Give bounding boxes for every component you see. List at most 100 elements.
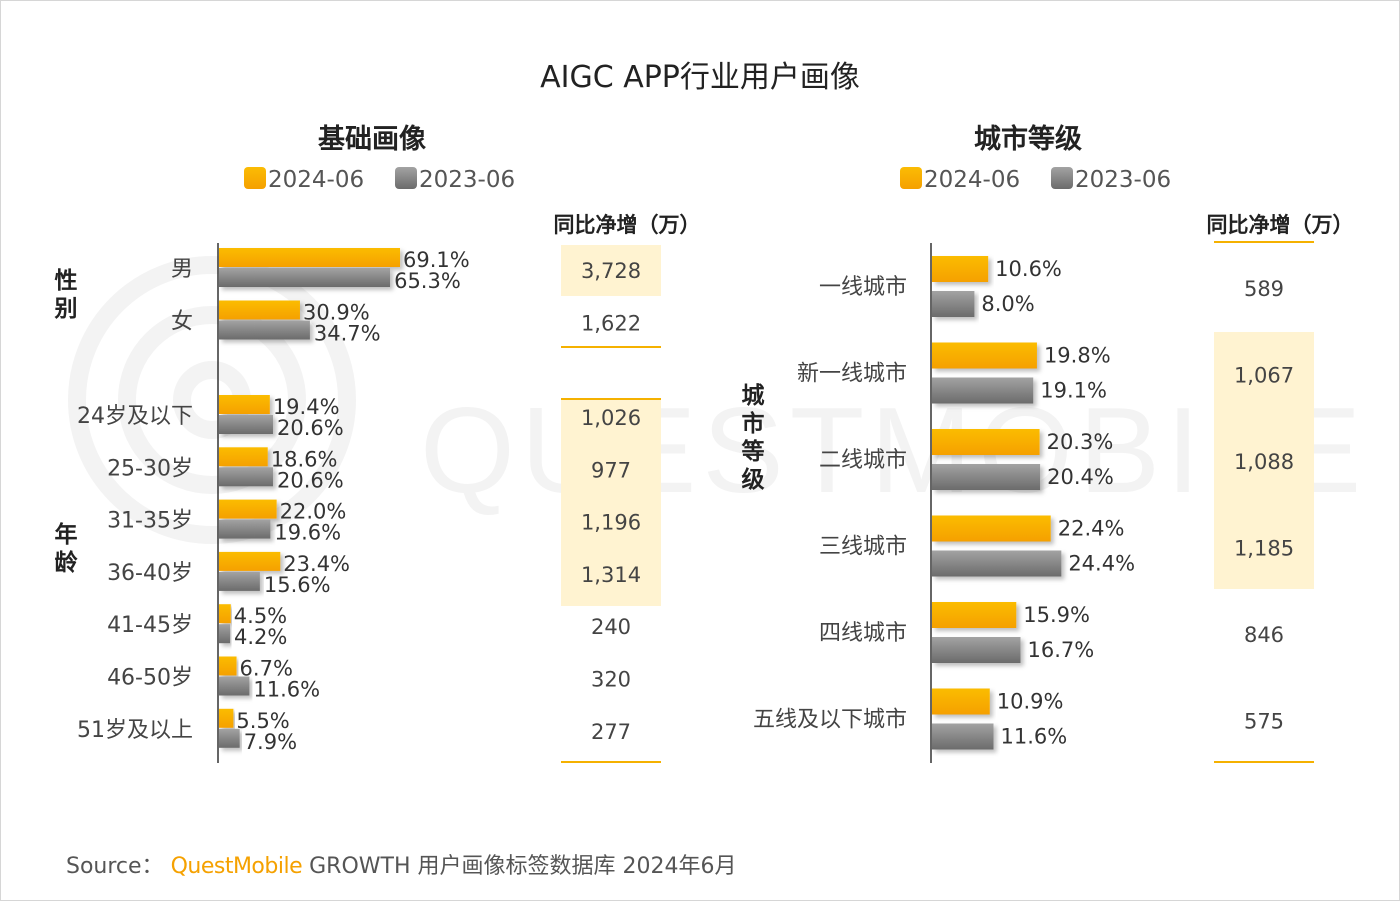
data-label-2023: 11.6% (1000, 725, 1067, 749)
net-header-left: 同比净增（万） (554, 213, 701, 237)
axis-group-char: 级 (742, 466, 765, 493)
category-label: 25-30岁 (107, 456, 193, 481)
bar-2024 (219, 300, 300, 320)
bar-2024 (932, 602, 1017, 628)
data-label-2023: 16.7% (1028, 638, 1095, 662)
data-label-2023: 19.1% (1040, 379, 1107, 403)
data-label-2024: 10.6% (995, 257, 1062, 281)
bar-2023 (219, 571, 260, 591)
data-label-2024: 5.5% (236, 709, 289, 733)
legend-label: 2023-06 (419, 167, 515, 193)
net-increase-value: 1,314 (581, 563, 641, 587)
legend-swatch-2023 (395, 167, 417, 189)
bar-2023 (932, 723, 994, 750)
bar-2023 (219, 320, 310, 340)
bar-2023 (219, 415, 273, 434)
group-label-city: 城市等级 (742, 382, 765, 493)
category-label: 24岁及以下 (77, 404, 193, 429)
axis-group-char: 别 (54, 296, 78, 322)
net-increase-value: 320 (591, 668, 631, 692)
axis-group-char: 龄 (55, 549, 79, 576)
bar-2023 (219, 728, 240, 748)
category-label: 男 (171, 257, 193, 282)
net-increase-value: 1,196 (581, 511, 641, 535)
category-label: 女 (171, 310, 193, 335)
data-label-2024: 23.4% (283, 552, 350, 576)
category-label: 二线城市 (819, 448, 907, 473)
net-increase-value: 977 (591, 458, 631, 482)
data-label-2024: 18.6% (271, 447, 338, 471)
data-label-2023: 20.4% (1047, 465, 1114, 489)
bar-2023 (932, 377, 1034, 404)
axis-group-char: 等 (742, 438, 765, 465)
net-header-right: 同比净增（万） (1207, 213, 1354, 237)
net-increase-value: 240 (591, 615, 631, 639)
legend-label: 2024-06 (268, 167, 364, 193)
axis-group-char: 年 (55, 521, 78, 548)
net-increase-value: 3,728 (581, 259, 641, 283)
bar-2024 (932, 688, 990, 715)
data-label-2024: 4.5% (234, 604, 287, 628)
bar-2024 (219, 395, 270, 414)
category-label: 四线城市 (819, 621, 907, 646)
bar-2023 (219, 624, 231, 644)
legend-label: 2024-06 (924, 167, 1020, 193)
category-label: 51岁及以上 (77, 718, 193, 743)
bar-2024 (932, 429, 1040, 455)
data-label-2023: 15.6% (264, 573, 331, 597)
category-label: 31-35岁 (107, 509, 193, 534)
legend: 2024-06 2023-06 (900, 167, 1171, 193)
category-label: 新一线城市 (797, 362, 907, 387)
category-label: 41-45岁 (107, 613, 193, 638)
highlight-cell (561, 399, 661, 606)
bar-2023 (219, 467, 273, 487)
data-label-2023: 19.6% (274, 521, 341, 545)
bar-2024 (932, 515, 1051, 542)
chart-title-left: 基础画像 (318, 124, 426, 155)
source-brand: QuestMobile (170, 854, 303, 879)
category-label: 五线及以下城市 (753, 708, 907, 733)
highlight-cell (1214, 332, 1314, 589)
source-prefix: Source： (66, 854, 164, 879)
data-label-2024: 69.1% (403, 248, 470, 272)
net-increase-value: 575 (1244, 710, 1284, 734)
data-label-2023: 65.3% (394, 269, 461, 293)
data-label-2023: 7.9% (244, 730, 297, 754)
data-label-2023: 4.2% (234, 625, 287, 649)
data-label-2024: 15.9% (1023, 603, 1090, 627)
data-label-2023: 11.6% (253, 678, 320, 702)
bar-2023 (932, 550, 1062, 577)
highlight-cell (561, 245, 661, 296)
data-label-2024: 6.7% (240, 657, 293, 681)
bar-2023 (219, 676, 250, 696)
legend-label: 2023-06 (1075, 167, 1171, 193)
bar-2024 (219, 551, 281, 571)
net-increase-value: 846 (1244, 623, 1284, 647)
net-increase-value: 1,185 (1234, 537, 1294, 561)
chart-title-right: 城市等级 (974, 123, 1082, 155)
bar-2023 (932, 291, 975, 317)
data-label-2024: 30.9% (303, 301, 370, 325)
data-label-2023: 20.6% (277, 468, 344, 492)
data-label-2023: 8.0% (981, 292, 1034, 316)
data-label-2024: 22.0% (280, 500, 347, 524)
data-label-2024: 19.4% (273, 395, 340, 419)
group-label-gender: 性别 (54, 268, 78, 322)
data-label-2023: 20.6% (277, 416, 344, 440)
source-note: Source： QuestMobile GROWTH 用户画像标签数据库 202… (66, 848, 736, 880)
bar-2024 (219, 604, 231, 624)
data-label-2024: 19.8% (1044, 344, 1111, 368)
legend-swatch-2024 (900, 167, 922, 189)
axis-group-char: 性 (55, 268, 78, 294)
data-label-2024: 10.9% (997, 690, 1064, 714)
bar-2024 (932, 342, 1037, 369)
net-increase-value: 1,622 (581, 312, 641, 336)
group-label-age: 年龄 (55, 521, 79, 576)
source-rest: GROWTH 用户画像标签数据库 2024年6月 (309, 854, 737, 879)
data-label-2024: 22.4% (1058, 517, 1125, 541)
category-label: 46-50岁 (107, 666, 193, 691)
bar-2023 (932, 464, 1041, 490)
axis-group-char: 城 (742, 382, 765, 409)
data-label-2024: 20.3% (1047, 430, 1114, 454)
bar-2024 (219, 499, 277, 519)
